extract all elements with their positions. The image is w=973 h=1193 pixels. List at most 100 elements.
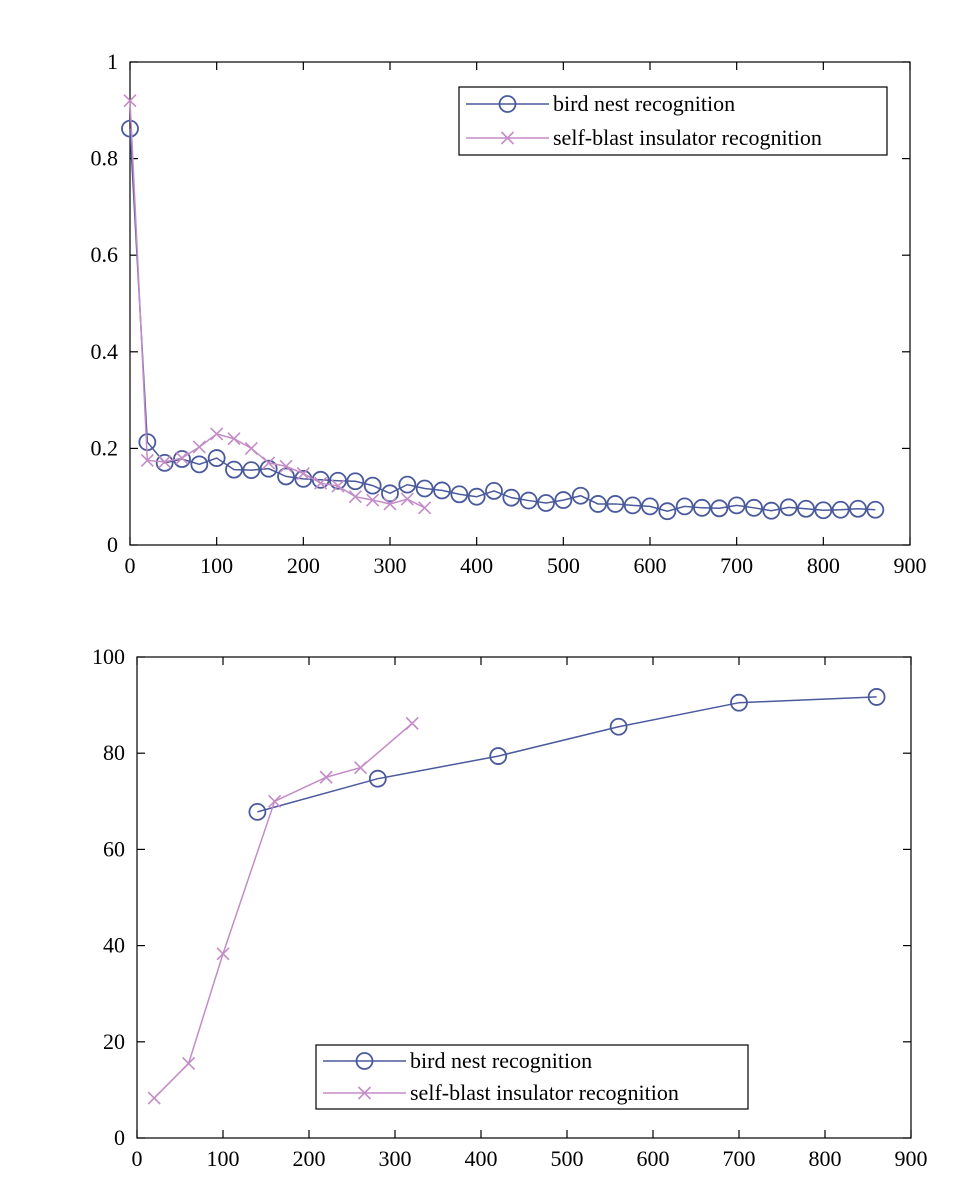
data-point	[314, 476, 328, 490]
data-point	[158, 455, 172, 469]
x-tick-label: 300	[374, 553, 407, 578]
data-point	[623, 496, 642, 515]
y-tick-label: 0	[114, 1125, 125, 1150]
legend-entry-label: self-blast insulator recognition	[553, 125, 822, 150]
series-line	[129, 100, 426, 509]
x-tick-label: 200	[293, 1146, 326, 1171]
x-tick-label: 700	[723, 1146, 756, 1171]
data-point	[210, 427, 224, 441]
x-tick-label: 400	[460, 553, 493, 578]
data-point	[354, 761, 368, 775]
x-tick-label: 200	[287, 553, 320, 578]
data-point	[831, 500, 850, 519]
data-point	[381, 484, 399, 503]
data-point	[207, 449, 226, 467]
legend-box	[315, 1044, 749, 1110]
x-tick-label: 0	[125, 553, 136, 578]
data-point	[554, 491, 573, 509]
data-point	[147, 1091, 161, 1105]
x-tick-label: 700	[720, 553, 753, 578]
series-bird-nest	[121, 119, 885, 521]
data-point	[710, 499, 729, 518]
data-point	[762, 501, 781, 520]
x-tick-label: 800	[809, 1146, 842, 1171]
data-point	[849, 499, 867, 518]
data-point	[779, 498, 798, 517]
y-tick-label: 0.8	[91, 146, 119, 171]
data-point	[216, 947, 230, 961]
data-point	[814, 501, 833, 520]
y-tick-label: 20	[103, 1029, 125, 1054]
data-point	[140, 453, 154, 468]
data-point	[589, 495, 607, 513]
y-tick-label: 100	[92, 644, 125, 669]
data-point	[192, 440, 206, 454]
legend-marker	[500, 131, 515, 145]
data-point	[415, 479, 434, 498]
data-point	[433, 481, 451, 500]
data-point	[155, 453, 174, 472]
data-point	[609, 717, 628, 736]
x-tick-label: 900	[895, 1146, 928, 1171]
data-point	[658, 502, 677, 521]
data-point	[277, 467, 295, 486]
data-point	[383, 497, 397, 511]
y-tick-label: 0.4	[91, 339, 119, 364]
data-point	[123, 94, 137, 108]
data-point	[866, 500, 885, 519]
data-point	[405, 716, 419, 730]
data-point	[348, 490, 362, 504]
data-point	[279, 459, 293, 473]
chart-top: 0 100 200 300 400 500 600 700 800 900 0 0.2 0.4 0.6 0.…	[91, 49, 927, 578]
series-line	[129, 128, 876, 512]
data-point	[268, 794, 282, 808]
data-point	[467, 487, 486, 506]
series-self-blast-insulator	[123, 94, 432, 515]
data-point	[121, 119, 139, 138]
legend-entry-label: bird nest recognition	[553, 91, 735, 116]
legend-marker	[498, 95, 517, 113]
data-point	[537, 494, 555, 512]
data-point	[242, 461, 261, 480]
data-point	[368, 769, 387, 788]
data-point	[311, 470, 330, 489]
chart-bottom: 0 100 200 300 400 500 600 700 800 900 0 20 40 60 80 100…	[92, 644, 928, 1171]
data-point	[485, 482, 503, 500]
y-tick-label: 1	[107, 49, 118, 74]
x-tick-label: 600	[637, 1146, 670, 1171]
x-tick-label: 300	[379, 1146, 412, 1171]
y-tick-label: 80	[103, 740, 125, 765]
y-tick-label: 60	[103, 836, 125, 861]
y-tick-label: 0.2	[91, 435, 119, 460]
x-tick-label: 0	[132, 1146, 143, 1171]
data-point	[319, 770, 333, 784]
data-point	[175, 451, 189, 465]
axes-box	[129, 61, 911, 546]
data-point	[730, 693, 748, 712]
data-point	[331, 479, 345, 493]
data-point	[346, 472, 365, 491]
data-point	[398, 475, 417, 494]
axes-box	[136, 656, 912, 1139]
data-point	[693, 498, 711, 517]
series-line	[257, 696, 877, 813]
y-tick-label: 0	[107, 532, 118, 557]
data-point	[450, 485, 469, 504]
x-tick-label: 600	[634, 553, 667, 578]
legend: bird nest recognition self-blast insulato…	[458, 86, 888, 156]
data-point	[489, 747, 508, 765]
y-tick-label: 0.6	[91, 242, 119, 267]
x-tick-label: 900	[894, 553, 927, 578]
legend-entry-label: self-blast insulator recognition	[410, 1080, 679, 1105]
data-point	[259, 459, 278, 478]
legend-marker	[357, 1086, 372, 1100]
x-tick-label: 400	[465, 1146, 498, 1171]
x-tick-label: 100	[200, 553, 233, 578]
data-point	[867, 688, 886, 706]
data-point	[745, 498, 763, 517]
data-point	[400, 492, 414, 506]
x-tick-label: 100	[207, 1146, 240, 1171]
x-tick-label: 500	[547, 553, 580, 578]
